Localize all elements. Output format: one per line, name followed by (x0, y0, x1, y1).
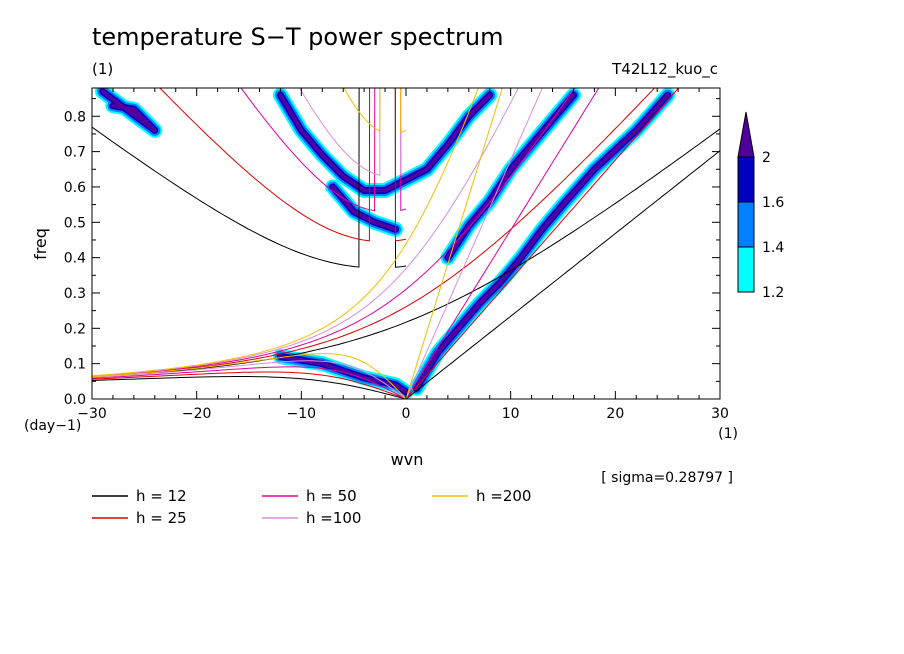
x-tick-label: 10 (502, 406, 520, 422)
y-axis: 0.0 0.1 0.2 0.3 0.4 0.5 0.6 0.7 0.8 (64, 98, 720, 408)
colorbar-label: 1.4 (762, 240, 784, 256)
dispersion-curves (92, 88, 720, 399)
y-tick-label: 0.2 (64, 321, 86, 337)
colorbar-label: 1.6 (762, 195, 784, 211)
x-tick-label: −10 (287, 406, 317, 422)
legend-label: h = 50 (306, 487, 357, 505)
chart-title: temperature S−T power spectrum (92, 23, 504, 51)
gravity-curve (92, 88, 407, 268)
gravity-curve (159, 88, 407, 242)
gravity-curve (343, 88, 407, 134)
y-tick-label: 0.1 (64, 357, 86, 373)
power-band-low-frequency (278, 354, 408, 394)
legend: h = 12 h = 25 h = 50 h =100 h =200 (92, 487, 531, 527)
colorbar-label: 2 (762, 150, 771, 166)
y-tick-label: 0.5 (64, 215, 86, 231)
y-unit-label: (day−1) (24, 418, 81, 434)
mixed-rossby-gravity-curve (92, 88, 519, 377)
subtitle-right: T42L12_kuo_c (611, 60, 718, 79)
kelvin-curve (405, 88, 680, 399)
legend-label: h =100 (306, 509, 361, 527)
mixed-rossby-gravity-curve (92, 128, 720, 378)
mixed-rossby-gravity-curve (92, 88, 576, 377)
subtitle-left: (1) (92, 60, 113, 78)
legend-label: h = 12 (136, 487, 187, 505)
kelvin-curve (405, 88, 503, 399)
y-tick-label: 0.3 (64, 286, 86, 302)
colorbar-label: 1.2 (762, 285, 784, 301)
gravity-curve (240, 88, 407, 212)
gravity-curve (299, 88, 407, 176)
kelvin-curve (405, 88, 543, 399)
power-band-rossby-gravity-arc-upper (278, 93, 492, 193)
power-band-rossby-gravity-arc-lower (330, 185, 398, 232)
rossby-curve (92, 376, 407, 399)
sigma-annotation: [ sigma=0.28797 ] (601, 470, 733, 486)
y-tick-label: 0.7 (64, 145, 86, 161)
x-tick-label: −20 (182, 406, 212, 422)
y-tick-label: 0.4 (64, 251, 86, 267)
x-axis-label: wvn (391, 450, 424, 469)
y-tick-label: 0.0 (64, 392, 86, 408)
x-tick-label: 30 (711, 406, 729, 422)
colorbar-segment (737, 156, 755, 203)
x-axis: −30 −20 −10 0 10 20 30 (77, 88, 729, 422)
legend-label: h = 25 (136, 509, 187, 527)
colorbar-segment (737, 201, 755, 248)
x-tick-label: 20 (606, 406, 624, 422)
x-tick-label: 0 (402, 406, 411, 422)
mixed-rossby-gravity-curve (92, 88, 656, 378)
power-band-upper-left-blobs (100, 89, 157, 133)
kelvin-curve (405, 150, 720, 399)
rossby-curve (92, 366, 407, 399)
rossby-curve (92, 371, 407, 399)
rossby-curve (92, 353, 407, 399)
colorbar: 1.2 1.4 1.6 2 (737, 111, 784, 301)
kelvin-curve (405, 88, 600, 399)
y-tick-label: 0.6 (64, 180, 86, 196)
colorbar-extension-arrow (737, 111, 755, 158)
rossby-curve (92, 360, 407, 399)
y-axis-label: freq (31, 228, 50, 260)
colorbar-segment (737, 246, 755, 293)
legend-label: h =200 (476, 487, 531, 505)
mixed-rossby-gravity-curve (92, 88, 479, 377)
x-tick-label: −30 (77, 406, 107, 422)
power-band-kelvin-ridge (414, 93, 670, 391)
power-contours (95, 88, 676, 399)
x-unit-label: (1) (718, 426, 738, 442)
y-tick-label: 0.8 (64, 109, 86, 125)
